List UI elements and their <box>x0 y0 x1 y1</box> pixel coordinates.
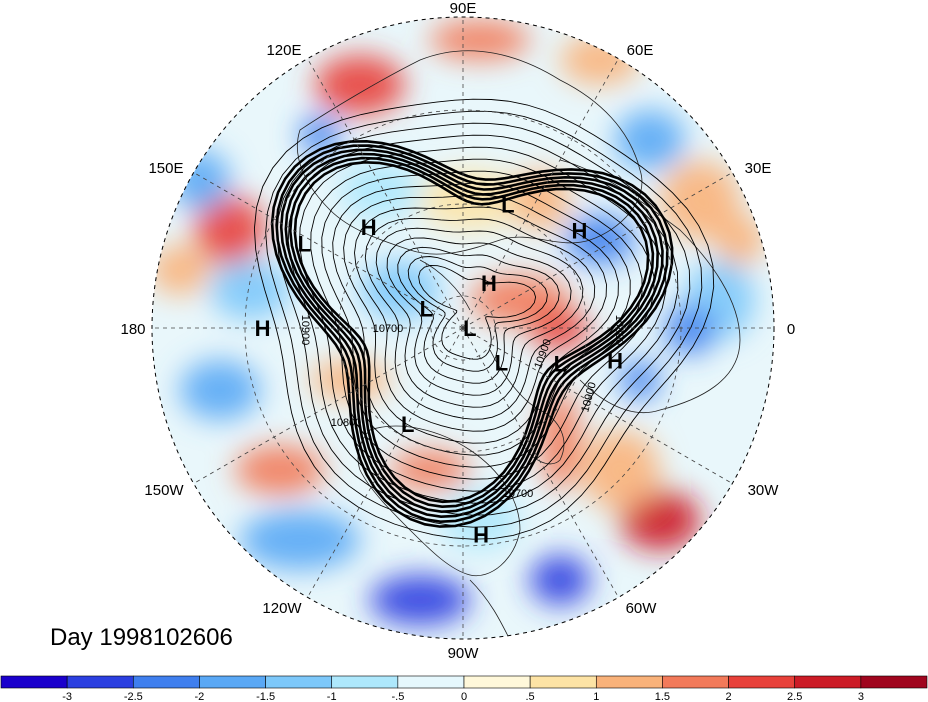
lon-label-180: 180 <box>120 321 145 338</box>
colorbar-swatch <box>397 675 465 689</box>
lon-label-60w: 60W <box>626 600 658 617</box>
colorbar-label: 2 <box>726 691 732 702</box>
map-boundary <box>151 16 775 640</box>
lon-label-150w: 150W <box>144 482 184 499</box>
low-pressure-marker: L <box>298 232 311 257</box>
colorbar-label: .5 <box>526 691 535 702</box>
colorbar-label: 1.5 <box>655 691 670 702</box>
contour-label: 10700 <box>373 323 404 335</box>
lon-label-0: 0 <box>787 321 795 338</box>
colorbar-swatch <box>794 675 862 689</box>
height-contours <box>253 98 715 540</box>
low-pressure-marker: L <box>554 352 567 377</box>
colorbar-label: -.5 <box>391 691 404 702</box>
high-pressure-marker: H <box>473 523 489 548</box>
contour-label: 10800 <box>613 315 625 346</box>
date-title: Day 1998102606 <box>50 624 233 651</box>
high-pressure-marker: H <box>361 215 377 240</box>
high-pressure-marker: H <box>255 316 271 341</box>
colorbar-swatch <box>860 675 928 689</box>
contour-label: 10800 <box>331 417 362 429</box>
lon-label-120e: 120E <box>266 42 301 59</box>
colorbar-swatch <box>529 675 597 689</box>
colorbar-swatch <box>331 675 399 689</box>
colorbar-swatch <box>199 675 266 689</box>
high-pressure-marker: H <box>481 271 497 296</box>
colorbar-swatch <box>662 675 729 689</box>
low-pressure-marker: L <box>495 351 508 376</box>
low-pressure-marker: L <box>501 193 514 218</box>
lon-label-30e: 30E <box>745 160 772 177</box>
graticule <box>152 17 774 639</box>
high-pressure-marker: H <box>572 218 588 243</box>
colorbar-label: 3 <box>858 691 864 702</box>
colorbar-label: 2.5 <box>787 691 802 702</box>
colorbar-label: -2.5 <box>124 691 143 702</box>
colorbar-swatch <box>728 675 796 689</box>
low-pressure-marker: L <box>401 412 414 437</box>
lon-label-90e: 90E <box>450 0 477 17</box>
colorbar-label: -1.5 <box>256 691 275 702</box>
colorbar-swatch <box>265 675 333 689</box>
colorbar-swatch <box>132 675 200 689</box>
anomaly-field <box>152 17 774 639</box>
lon-label-30w: 30W <box>748 482 780 499</box>
colorbar-swatch <box>0 675 68 689</box>
colorbar-label: -3 <box>62 691 72 702</box>
colorbar: -3 -2.5 -2 -1.5 -1 -.5 0 .5 1 1.5 2 2.5 3 <box>0 675 928 702</box>
lon-label-60e: 60E <box>627 42 654 59</box>
colorbar-label: -1 <box>327 691 337 702</box>
colorbar-swatch <box>463 675 531 689</box>
low-pressure-marker: L <box>420 297 433 322</box>
low-pressure-marker: L <box>463 316 476 341</box>
contour-label: 10700 <box>503 488 534 500</box>
colorbar-swatch <box>595 675 663 689</box>
lon-label-90w: 90W <box>448 645 480 662</box>
contour-label: 10900 <box>299 315 311 346</box>
colorbar-swatch <box>66 675 134 689</box>
high-pressure-marker: H <box>607 348 623 373</box>
lon-label-150e: 150E <box>148 160 183 177</box>
lon-label-120w: 120W <box>262 600 302 617</box>
colorbar-label: 0 <box>461 691 467 702</box>
colorbar-label: -2 <box>195 691 205 702</box>
colorbar-label: 1 <box>593 691 599 702</box>
